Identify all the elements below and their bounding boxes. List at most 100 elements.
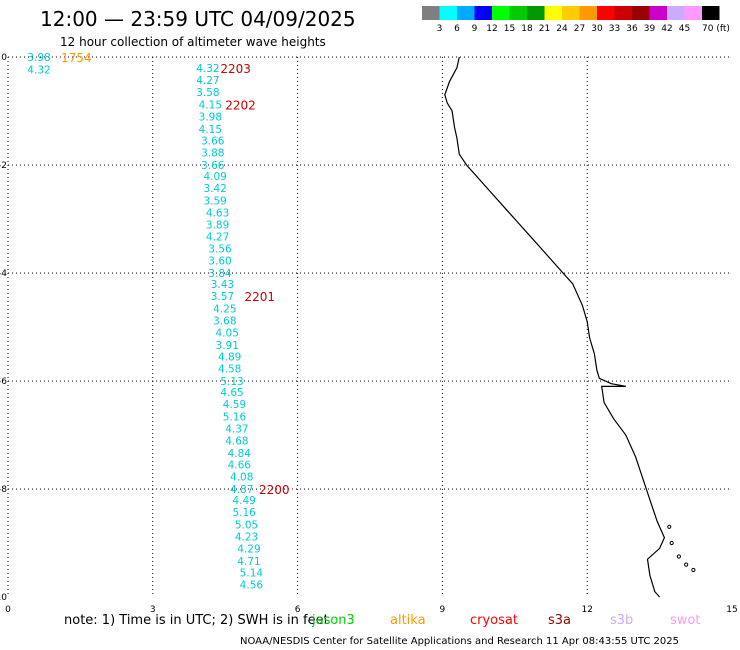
pass-time-label: 2200 <box>259 483 290 497</box>
legend-label: 45 <box>679 24 690 34</box>
legend-swatch <box>422 6 440 20</box>
legend-label: 36 <box>626 24 638 34</box>
wave-height-label: 4.84 <box>228 448 252 460</box>
x-tick-label: 12 <box>581 605 592 615</box>
wave-height-label: 4.59 <box>223 399 246 411</box>
wave-height-label: 3.66 <box>201 136 225 148</box>
pass-time-label: 1754 <box>61 51 92 65</box>
pass-time-label: 2202 <box>225 99 256 113</box>
y-tick-label: -8 <box>0 485 7 495</box>
legend-swatch <box>667 6 685 20</box>
wave-height-label: 3.58 <box>196 87 219 99</box>
wave-height-label: 5.05 <box>235 520 258 532</box>
wave-height-label: 4.27 <box>196 75 219 87</box>
wave-height-label: 4.15 <box>199 124 222 136</box>
legend-label: 70 (ft) <box>702 24 730 34</box>
wave-height-label: 3.56 <box>208 244 232 256</box>
y-tick-label: 0 <box>1 53 7 63</box>
legend-label: 9 <box>472 24 478 34</box>
wave-height-label: 3.98 <box>27 52 50 64</box>
wave-height-label: 3.60 <box>208 256 231 268</box>
coastline-path <box>444 56 666 598</box>
legend-swatch <box>492 6 510 20</box>
y-tick-label: -10 <box>0 593 7 603</box>
legend-label: 21 <box>539 24 550 34</box>
wave-height-label: 4.65 <box>220 387 243 399</box>
color-legend: 3 6 9 12 15 18 21 24 27 30 33 36 39 42 45 70 (ft) <box>422 6 730 34</box>
legend-swatch <box>474 6 492 20</box>
x-tick-label: 0 <box>5 605 11 615</box>
legend-swatch <box>509 6 527 20</box>
legend-swatch <box>684 6 702 20</box>
x-tick-label: 9 <box>440 605 446 615</box>
satellite-altika: altika <box>390 613 426 628</box>
wave-height-label: 3.91 <box>216 340 239 352</box>
legend-label: 27 <box>574 24 585 34</box>
x-tick-label: 15 <box>726 605 737 615</box>
legend-swatch <box>649 6 667 20</box>
pass-time-label: 2201 <box>245 290 276 304</box>
wave-height-label: 3.89 <box>206 219 229 231</box>
wave-height-label: 4.32 <box>196 63 219 75</box>
legend-label: 18 <box>521 24 533 34</box>
legend-swatch <box>544 6 562 20</box>
wave-height-label: 4.27 <box>206 231 229 243</box>
wave-height-label: 4.49 <box>232 495 255 507</box>
wave-height-label: 3.88 <box>201 148 224 160</box>
wave-height-label: 5.13 <box>220 376 243 388</box>
note-text: note: 1) Time is in UTC; 2) SWH is in fe… <box>64 613 329 628</box>
wave-height-label: 4.15 <box>199 100 222 112</box>
legend-swatch <box>614 6 632 20</box>
legend-label: 12 <box>486 24 497 34</box>
wave-height-label: 4.89 <box>218 352 241 364</box>
wave-height-label: 5.16 <box>223 412 247 424</box>
wave-height-label: 4.66 <box>228 460 252 472</box>
legend-label: 15 <box>504 24 515 34</box>
wave-height-label: 4.32 <box>27 64 50 76</box>
wave-height-label: 4.56 <box>240 580 264 592</box>
legend-label: 33 <box>609 24 620 34</box>
wave-height-label: 3.98 <box>199 111 222 123</box>
pass-time-label: 2203 <box>220 62 251 76</box>
x-tick-label: 6 <box>295 605 301 615</box>
satellite-s3b: s3b <box>610 613 633 628</box>
legend-label: 3 <box>437 24 443 34</box>
gridlines <box>7 56 732 597</box>
footer-credit: NOAA/NESDIS Center for Satellite Applica… <box>240 636 679 647</box>
axis-ticks: 0 3 6 9 12 15 0 -2 -4 -6 -8 -10 <box>0 53 738 615</box>
wave-height-label: 4.23 <box>235 532 258 544</box>
wave-height-label: 5.16 <box>232 507 256 519</box>
wave-height-label: 4.05 <box>216 327 239 339</box>
legend-swatch <box>439 6 457 20</box>
legend-label: 30 <box>591 24 603 34</box>
satellite-legend: jason3 altika cryosat s3a s3b swot <box>311 613 700 628</box>
wave-height-label: 3.68 <box>213 316 236 328</box>
coastline <box>444 56 696 598</box>
map-subtitle: 12 hour collection of altimeter wave hei… <box>60 35 326 49</box>
island-shape <box>676 554 682 559</box>
legend-swatch <box>702 6 720 20</box>
y-tick-label: -2 <box>0 161 7 171</box>
satellite-s3a: s3a <box>548 613 571 628</box>
legend-swatch <box>527 6 545 20</box>
satellite-jason3: jason3 <box>311 613 355 628</box>
map-title: 12:00 — 23:59 UTC 04/09/2025 <box>40 7 356 31</box>
wave-height-label: 3.42 <box>203 183 226 195</box>
legend-label: 42 <box>661 24 672 34</box>
satellite-cryosat: cryosat <box>470 613 518 628</box>
wave-height-label: 5.14 <box>240 568 264 580</box>
time-labels: 1754 2203 2202 2201 2200 <box>61 51 289 497</box>
legend-swatch <box>597 6 615 20</box>
island-shape <box>667 524 672 529</box>
wave-height-marks: 3.984.32 4.324.273.584.153.984.153.663.88… <box>27 52 263 592</box>
wave-height-label: 4.37 <box>225 424 248 436</box>
wave-height-label: 4.63 <box>206 208 229 220</box>
wave-height-label: 3.66 <box>201 160 225 172</box>
wave-height-label: 4.58 <box>218 364 241 376</box>
wave-height-label: 3.59 <box>203 196 226 208</box>
wave-height-label: 3.84 <box>208 268 232 280</box>
legend-swatch <box>632 6 650 20</box>
legend-label: 39 <box>644 24 656 34</box>
legend-label: 24 <box>556 24 568 34</box>
